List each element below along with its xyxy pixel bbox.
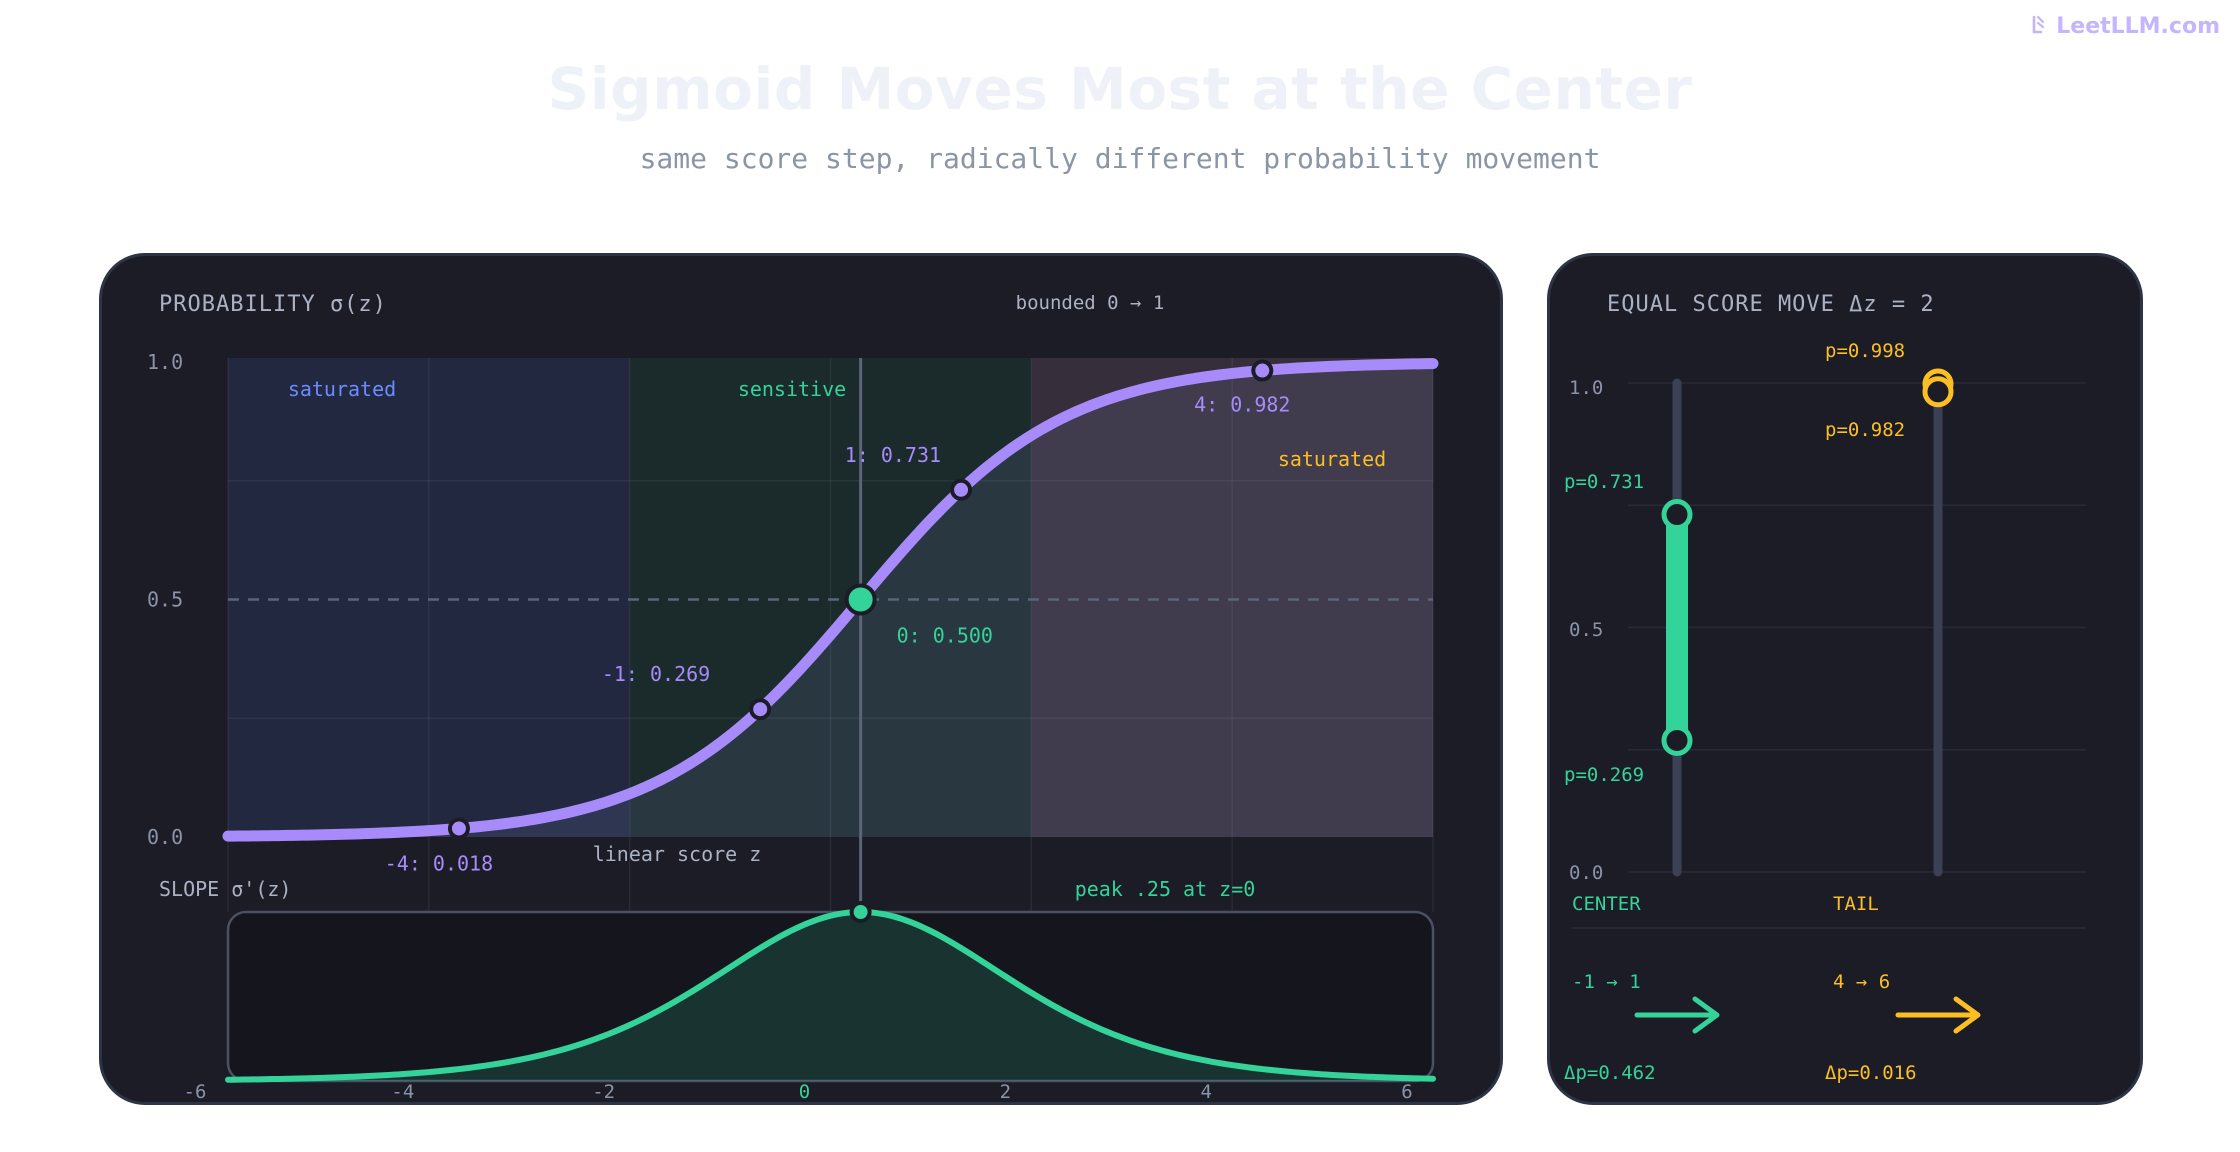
tail-range-label: 4 → 6 <box>1833 971 1890 993</box>
sigmoid-point-3 <box>950 478 973 501</box>
range-endpoint-low-0 <box>1661 724 1693 756</box>
range-endpoint-low-1 <box>1922 376 1954 408</box>
slope-series-line <box>225 908 1436 1083</box>
tail-delta-label: Δp=0.016 <box>1825 1062 1917 1084</box>
right-y-tick-0: 0.0 <box>1569 862 1603 884</box>
tail-category-label: TAIL <box>1833 893 1879 915</box>
range-endpoint-high-0 <box>1661 499 1693 531</box>
brand-logo[interactable]: LeetLLM.com <box>2026 14 2220 39</box>
region-label-sensitive: sensitive <box>738 377 846 401</box>
region-label-saturated-left: saturated <box>288 377 396 401</box>
tail-p-low-label: p=0.982 <box>1825 419 1905 441</box>
probability-panel: PROBABILITY σ(z) bounded 0 → 1 saturated… <box>99 253 1503 1105</box>
sigmoid-point-label-0: -4: 0.018 <box>385 851 493 875</box>
x-tick-label-3: 0 <box>799 1081 810 1103</box>
sigmoid-point-4 <box>1251 359 1274 382</box>
arrow-icon-0 <box>1634 996 1720 1034</box>
center-delta-label: Δp=0.462 <box>1564 1062 1656 1084</box>
x-axis-label: linear score z <box>593 842 762 866</box>
sigmoid-point-label-4: 4: 0.982 <box>1194 393 1290 417</box>
page-title: Sigmoid Moves Most at the Center <box>547 55 1693 123</box>
x-tick-label-4: 2 <box>1000 1081 1011 1103</box>
peak-label: peak .25 at z=0 <box>1075 877 1256 901</box>
x-tick-label-5: 4 <box>1200 1081 1211 1103</box>
sigmoid-point-label-2: 0: 0.500 <box>897 624 993 648</box>
x-tick-label-6: 6 <box>1401 1081 1412 1103</box>
sigmoid-point-1 <box>749 698 772 721</box>
sigmoid-series-line <box>222 358 1439 842</box>
equal-move-chart: EQUAL SCORE MOVE Δz = 2 1.0 0.5 0.0 p=0.… <box>1564 292 2086 1084</box>
sigmoid-point-label-3: 1: 0.731 <box>845 443 941 467</box>
region-label-saturated-right: saturated <box>1278 447 1386 471</box>
x-tick-label-1: -4 <box>391 1081 414 1103</box>
bounded-note: bounded 0 → 1 <box>1016 292 1165 314</box>
x-tick-label-0: -6 <box>184 1081 207 1103</box>
probability-header: PROBABILITY σ(z) <box>159 292 387 317</box>
equal-move-header: EQUAL SCORE MOVE Δz = 2 <box>1607 292 1935 317</box>
right-y-tick-0-5: 0.5 <box>1569 619 1603 641</box>
y-tick-label-1: 0.5 <box>147 588 183 612</box>
x-tick-label-2: -2 <box>592 1081 615 1103</box>
region-saturated-right <box>1031 358 1433 837</box>
center-category-label: CENTER <box>1572 893 1641 915</box>
page-subtitle: same score step, radically different pro… <box>639 142 1601 175</box>
region-saturated-left <box>228 358 630 837</box>
y-tick-label-0: 0.0 <box>147 825 183 849</box>
slope-area-fill <box>228 912 1433 1081</box>
right-y-tick-1: 1.0 <box>1569 377 1603 399</box>
sigmoid-point-0 <box>447 817 470 840</box>
sigmoid-area-fill <box>228 363 1433 837</box>
slope-peak-point <box>849 901 872 923</box>
tail-p-high-label: p=0.998 <box>1825 340 1905 362</box>
arrow-icon-1 <box>1895 996 1981 1034</box>
slope-header: SLOPE σ'(z) <box>159 877 291 901</box>
leetllm-logo-icon <box>2026 14 2048 39</box>
center-range-label: -1 → 1 <box>1572 971 1641 993</box>
sigmoid-point-label-1: -1: 0.269 <box>602 662 710 686</box>
sigmoid-chart: PROBABILITY σ(z) bounded 0 → 1 saturated… <box>147 292 1439 1103</box>
y-tick-label-2: 1.0 <box>147 350 183 374</box>
center-p-high-label: p=0.731 <box>1564 471 1644 493</box>
center-p-low-label: p=0.269 <box>1564 764 1644 786</box>
sigmoid-point-2 <box>844 583 877 616</box>
equal-score-panel: EQUAL SCORE MOVE Δz = 2 1.0 0.5 0.0 p=0.… <box>1547 253 2143 1105</box>
brand-label: LeetLLM.com <box>2056 14 2220 39</box>
